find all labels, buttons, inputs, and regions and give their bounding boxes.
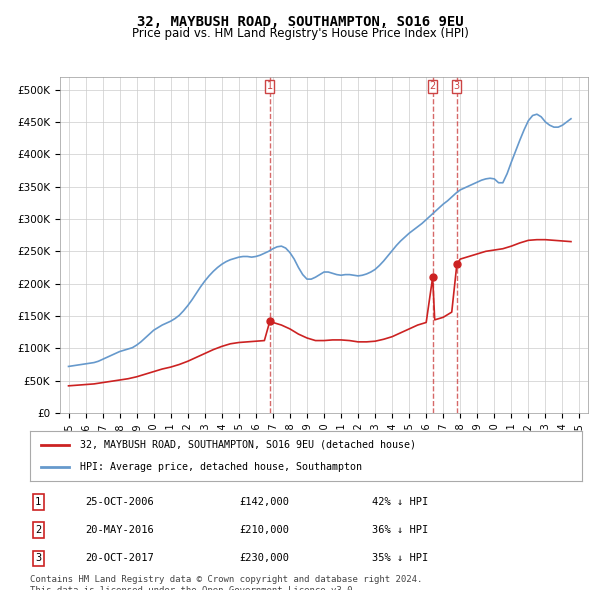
- Text: HPI: Average price, detached house, Southampton: HPI: Average price, detached house, Sout…: [80, 462, 362, 472]
- Text: £230,000: £230,000: [240, 553, 290, 563]
- Text: 42% ↓ HPI: 42% ↓ HPI: [372, 497, 428, 507]
- Text: 32, MAYBUSH ROAD, SOUTHAMPTON, SO16 9EU (detached house): 32, MAYBUSH ROAD, SOUTHAMPTON, SO16 9EU …: [80, 440, 416, 450]
- Text: 32, MAYBUSH ROAD, SOUTHAMPTON, SO16 9EU: 32, MAYBUSH ROAD, SOUTHAMPTON, SO16 9EU: [137, 15, 463, 29]
- Text: Price paid vs. HM Land Registry's House Price Index (HPI): Price paid vs. HM Land Registry's House …: [131, 27, 469, 40]
- Text: £142,000: £142,000: [240, 497, 290, 507]
- Text: 3: 3: [454, 81, 460, 91]
- Text: 2: 2: [35, 525, 41, 535]
- Text: 20-OCT-2017: 20-OCT-2017: [85, 553, 154, 563]
- Text: £210,000: £210,000: [240, 525, 290, 535]
- Text: 25-OCT-2006: 25-OCT-2006: [85, 497, 154, 507]
- Text: 35% ↓ HPI: 35% ↓ HPI: [372, 553, 428, 563]
- Text: 2: 2: [430, 81, 436, 91]
- Text: Contains HM Land Registry data © Crown copyright and database right 2024.
This d: Contains HM Land Registry data © Crown c…: [30, 575, 422, 590]
- Text: 3: 3: [35, 553, 41, 563]
- Text: 20-MAY-2016: 20-MAY-2016: [85, 525, 154, 535]
- Text: 1: 1: [35, 497, 41, 507]
- Text: 1: 1: [267, 81, 273, 91]
- Text: 36% ↓ HPI: 36% ↓ HPI: [372, 525, 428, 535]
